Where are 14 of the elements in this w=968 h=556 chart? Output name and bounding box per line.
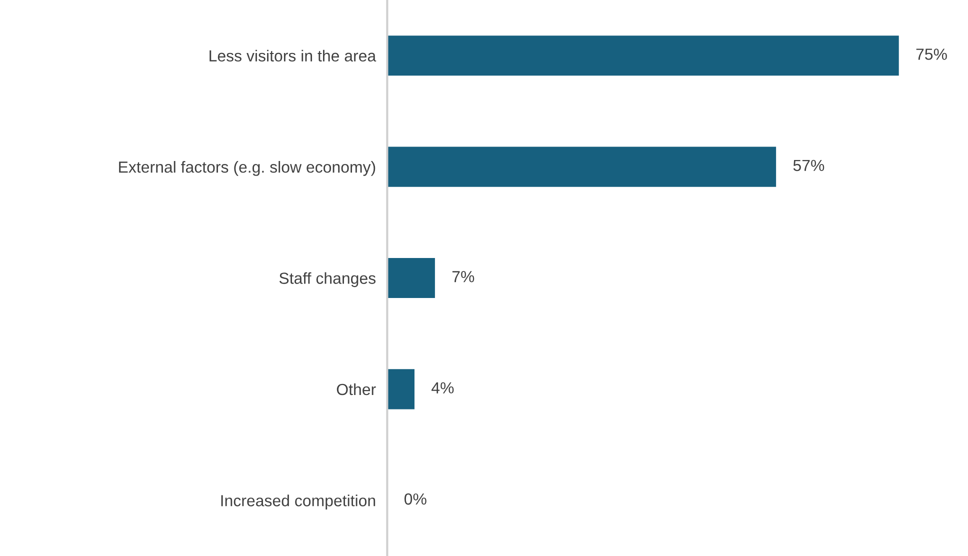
bar bbox=[387, 36, 899, 76]
data-label: 0% bbox=[404, 493, 426, 505]
bar bbox=[387, 146, 776, 187]
y-tick-label: Less visitors in the area bbox=[210, 50, 376, 62]
y-tick-label: Staff changes bbox=[279, 272, 376, 288]
bar bbox=[387, 258, 435, 298]
y-tick-label: External factors (e.g. slow economy) bbox=[119, 161, 376, 176]
y-tick-label: Increased competition bbox=[221, 494, 376, 510]
data-label: 4% bbox=[432, 382, 454, 394]
y-tick-label: Other bbox=[336, 383, 376, 396]
bar bbox=[387, 369, 414, 410]
data-label: 7% bbox=[452, 271, 474, 282]
data-label: 57% bbox=[793, 160, 824, 172]
data-label: 75% bbox=[916, 48, 947, 60]
